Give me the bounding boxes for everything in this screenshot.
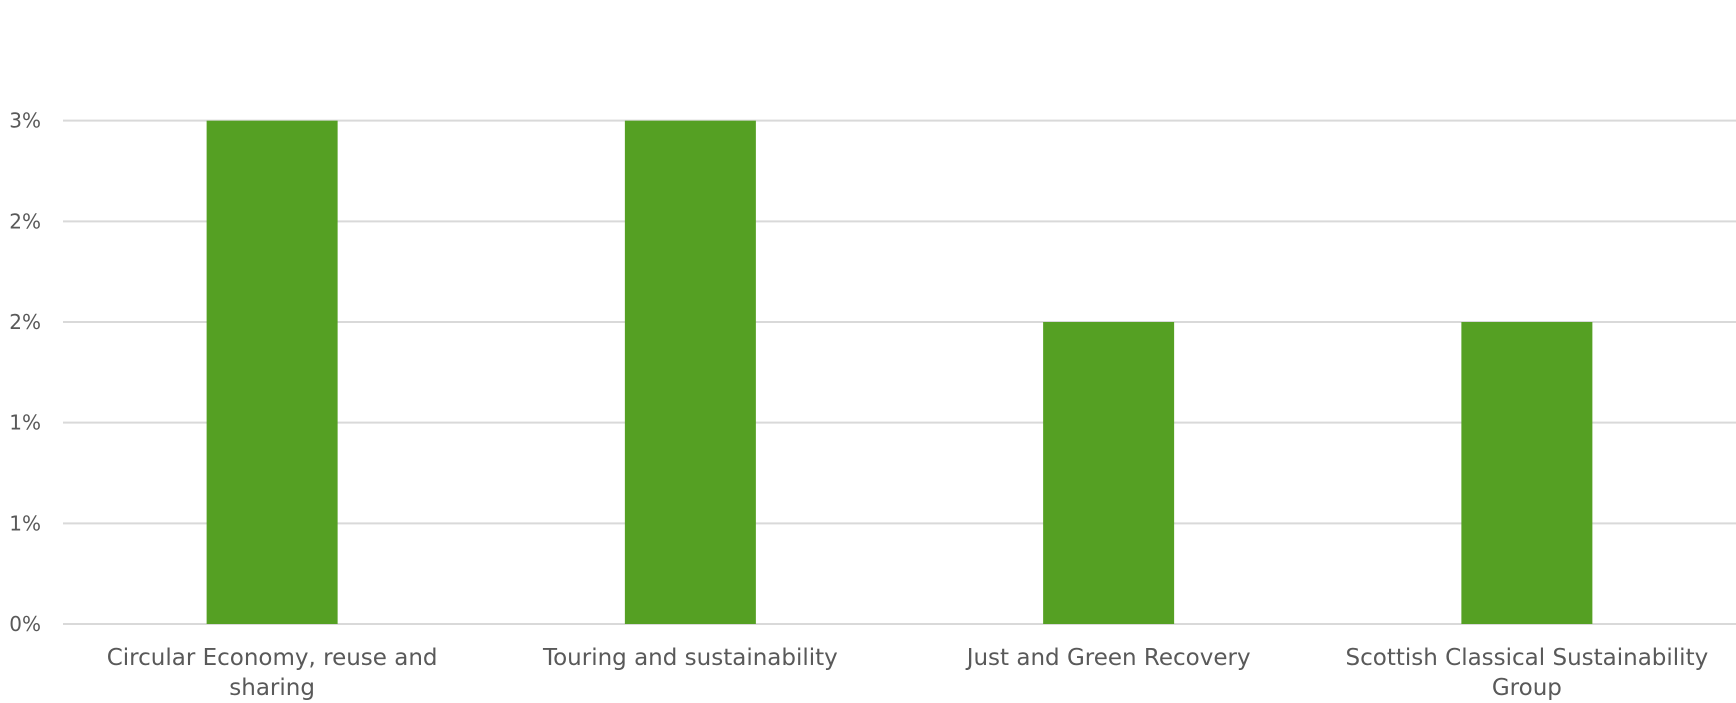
y-tick-label-2: 1% <box>9 411 41 435</box>
x-category-label-2: Just and Green Recovery <box>965 645 1251 671</box>
y-tick-label-4: 2% <box>9 209 41 233</box>
y-axis: 0% 1% 1% 2% 2% 3% <box>9 109 41 636</box>
bars <box>206 120 1593 625</box>
x-category-label-3: Scottish Classical Sustainability Group <box>1346 645 1709 701</box>
bar-2 <box>1043 322 1175 624</box>
y-tick-label-5: 3% <box>9 109 41 133</box>
y-tick-label-1: 1% <box>9 511 41 535</box>
x-axis: Circular Economy, reuse and sharing Tourin… <box>107 645 1709 701</box>
x-category-label-1: Touring and sustainability <box>542 645 838 671</box>
x-category-label-0: Circular Economy, reuse and sharing <box>107 645 438 701</box>
y-tick-label-0: 0% <box>9 612 41 636</box>
gridlines <box>63 119 1736 625</box>
y-tick-label-3: 2% <box>9 310 41 334</box>
bar-1 <box>624 120 756 625</box>
bar-3 <box>1461 322 1593 624</box>
bar-0 <box>206 120 338 625</box>
